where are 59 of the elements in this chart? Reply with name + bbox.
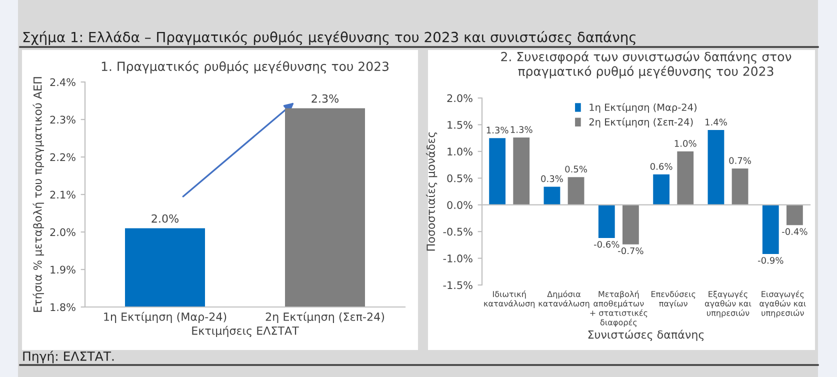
bar [708, 130, 724, 205]
x-tick-label: Επενδύσεις παγίων [651, 290, 696, 308]
bar [677, 151, 694, 205]
y-tick-label: 2.4% [50, 78, 76, 86]
y-axis-title: Ποσοστιαίες μονάδες [426, 132, 438, 251]
x-axis-title: Εκτιμήσεις ΕΛΣΤΑΤ [192, 326, 299, 338]
data-label: 0.7% [729, 157, 751, 164]
data-label: -0.6% [594, 240, 620, 248]
bar [598, 204, 615, 238]
bar [513, 138, 530, 205]
y-tick-label: -0.5% [443, 228, 472, 236]
bar [568, 177, 584, 205]
data-label: -0.7% [618, 247, 644, 254]
y-tick-label: 1.0% [448, 148, 472, 156]
bar [786, 204, 803, 226]
y-tick-label: 1.5% [448, 120, 472, 129]
bar [732, 168, 748, 205]
y-axis-title: Ετήσια % μεταβολή του πραγματικού ΑΕΠ [32, 77, 44, 312]
x-tick-label: 2η Εκτίμηση (Σεπ-24) [266, 312, 384, 324]
data-label: 2.0% [152, 214, 178, 223]
bar [544, 186, 560, 205]
y-tick-label: 1.9% [50, 266, 76, 274]
data-label: 1.3% [486, 126, 508, 134]
data-label: 0.3% [541, 175, 563, 182]
data-label: 1.4% [706, 118, 727, 126]
x-tick-label: Ιδιωτική κατανάλωση [484, 290, 535, 308]
bar [653, 174, 670, 205]
data-label: 0.5% [565, 166, 587, 173]
bar [762, 204, 779, 254]
data-label: 2.3% [312, 94, 338, 103]
y-tick-label: 2.3% [50, 116, 76, 124]
text: Σχήμα 1: Ελλάδα – Πραγματικός ρυθμός μεγέθυνσης του 2023 και συνιστώσες δαπάνης [23, 30, 636, 46]
x-axis-title: Συνιστώσες δαπάνης [588, 330, 704, 341]
y-tick-label: 2.0% [447, 94, 472, 102]
bar [622, 204, 639, 244]
y-tick-label: 2.2% [50, 153, 76, 162]
y-tick-label: 0.5% [447, 174, 472, 182]
data-label: 1.3% [510, 126, 532, 133]
x-tick-label: Δημόσια κατανάλωση [538, 290, 590, 308]
y-tick-label: 0.0% [447, 201, 472, 209]
bar [489, 138, 506, 205]
y-tick-label: -1.0% [443, 254, 472, 262]
data-label: 1.0% [674, 140, 696, 147]
x-tick-label: Εισαγωγές αγαθών και υπηρεσιών [760, 290, 806, 318]
data-label: 0.6% [650, 163, 672, 170]
data-label: -0.4% [782, 228, 808, 235]
data-label: -0.9% [758, 256, 784, 264]
legend-label: 2η Εκτίμηση (Σεπ-24) [589, 118, 693, 128]
legend-label: 1η Εκτίμηση (Μαρ-24) [590, 103, 696, 113]
y-tick-label: 2.1% [50, 190, 76, 199]
y-tick-label: 1.8% [50, 303, 76, 312]
chart-title: 2. Συνεισφορά των συνιστωσών δαπάνης στον πραγματικό ρυθμό μεγέθυνσης του 2023 [501, 51, 792, 78]
x-tick-label: 1η Εκτίμηση (Μαρ-24) [104, 312, 226, 324]
chart-title: 1. Πραγματικός ρυθμός μεγέθυνσης του 2023 [102, 60, 388, 74]
text: Πηγή: ΕΛΣΤΑΤ. [23, 350, 114, 364]
y-tick-label: -1.5% [443, 281, 472, 290]
y-tick-label: 2.0% [50, 228, 76, 236]
x-tick-label: Μεταβολή αποθεμάτων + στατιστικές διαφορές [590, 290, 648, 327]
x-tick-label: Εξαγωγές αγαθών και υπηρεσιών [704, 290, 752, 318]
